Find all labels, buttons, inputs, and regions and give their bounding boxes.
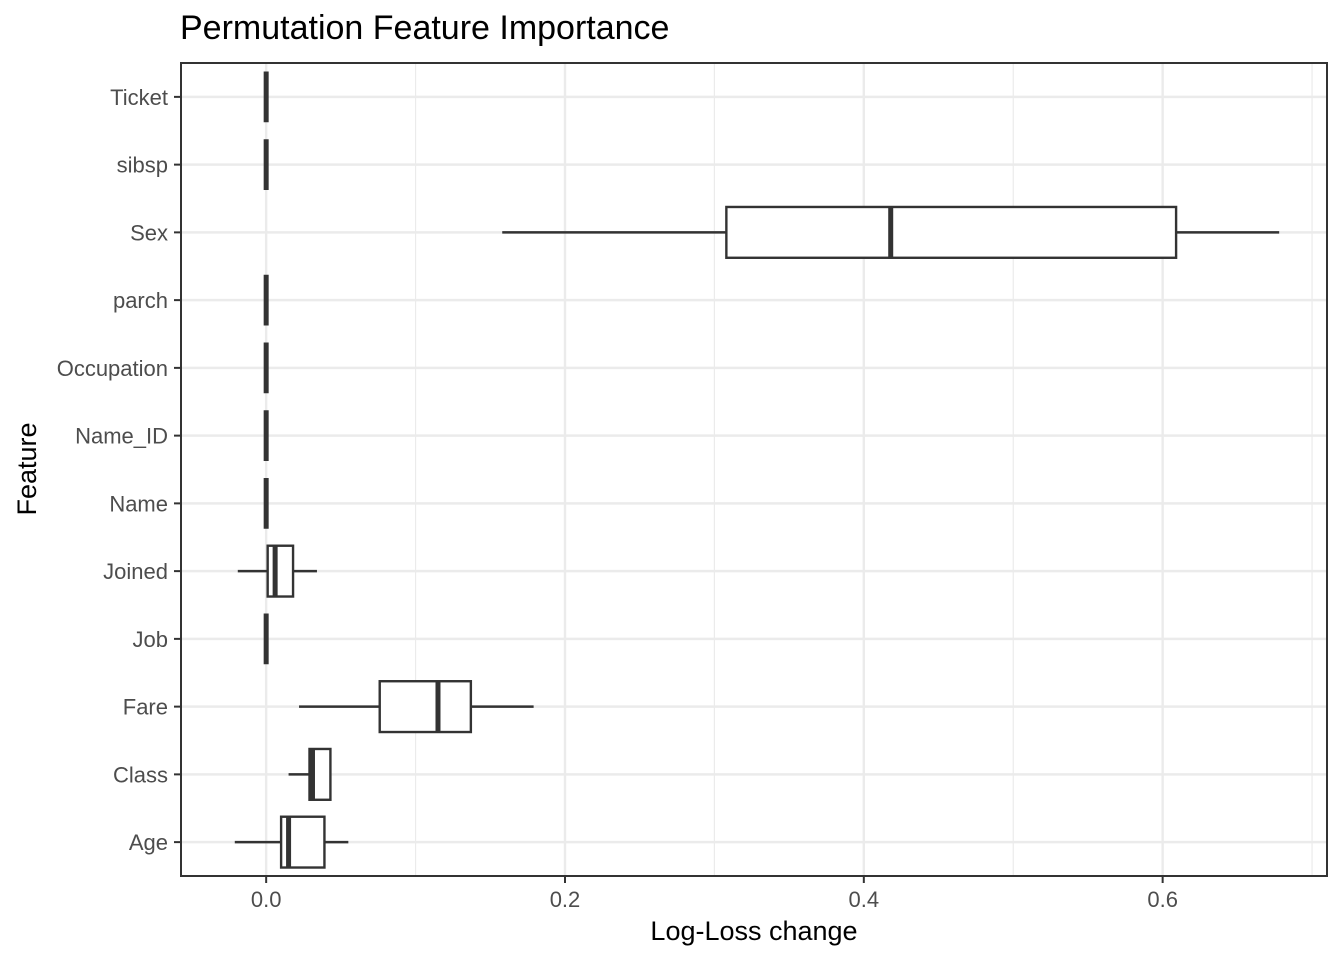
y-tick-label-fare: Fare	[123, 695, 168, 720]
y-tick-label-joined: Joined	[103, 559, 168, 584]
box-iqr	[378, 680, 473, 734]
y-tick-label-occupation: Occupation	[57, 356, 168, 381]
x-tick-label: 0.4	[849, 887, 880, 912]
grid-layer	[181, 63, 1327, 876]
y-tick-label-age: Age	[129, 830, 168, 855]
x-tick-label: 0.2	[550, 887, 581, 912]
box-iqr	[725, 205, 1178, 259]
box-iqr	[266, 544, 295, 598]
x-tick-label: 0.0	[251, 887, 282, 912]
y-tick-label-sex: Sex	[130, 220, 168, 245]
box-class	[288, 747, 332, 801]
box-layer	[234, 71, 1280, 869]
y-tick-label-name_id: Name_ID	[75, 424, 168, 449]
y-axis-title: Feature	[12, 422, 42, 515]
y-tick-label-name: Name	[109, 491, 168, 516]
y-tick-label-sibsp: sibsp	[117, 153, 168, 178]
box-fare	[299, 680, 534, 734]
y-tick-label-class: Class	[113, 762, 168, 787]
axis-layer: 0.0 0.2 0.4 0.6 Age Class Fare Job Joined Name Nam…	[57, 85, 1178, 912]
y-tick-label-job: Job	[133, 627, 168, 652]
box-joined	[237, 544, 317, 598]
x-tick-label: 0.6	[1147, 887, 1178, 912]
y-tick-label-parch: parch	[113, 288, 168, 313]
chart-title: Permutation Feature Importance	[180, 9, 669, 47]
box-sex	[502, 205, 1280, 259]
x-axis-title: Log-Loss change	[650, 916, 857, 946]
y-tick-label-ticket: Ticket	[110, 85, 168, 110]
box-age	[234, 815, 349, 869]
panel-border	[180, 62, 1328, 877]
